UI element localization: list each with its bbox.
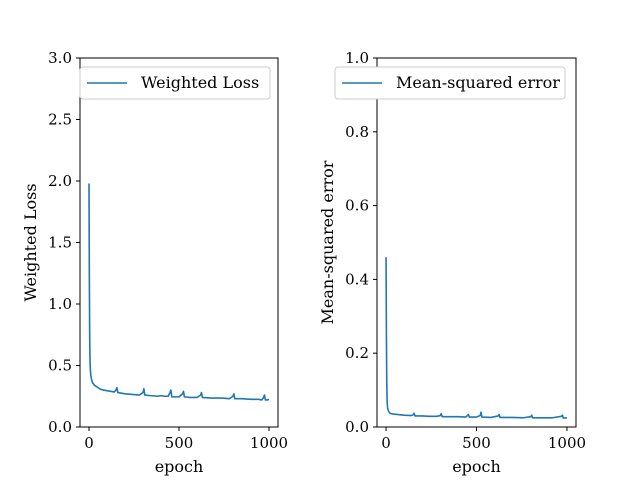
y-tick-label: 0.0 — [48, 418, 72, 436]
legend-box — [334, 66, 566, 100]
x-tick-label: 500 — [165, 434, 194, 452]
series-line — [385, 257, 568, 419]
legend: Weighted Loss — [79, 66, 271, 100]
x-tick-label: 0 — [84, 434, 94, 452]
legend-label: Mean-squared error — [396, 73, 560, 92]
y-axis-label: Weighted Loss — [21, 183, 40, 301]
x-tick-label: 1000 — [250, 434, 288, 452]
legend: Mean-squared error — [334, 66, 566, 100]
legend-label: Weighted Loss — [141, 73, 259, 92]
y-tick-label: 0.6 — [345, 197, 369, 215]
x-tick-label: 1000 — [548, 434, 586, 452]
y-axis-label: Mean-squared error — [318, 160, 337, 324]
y-tick-label: 0.5 — [48, 357, 72, 375]
x-axis-label: epoch — [452, 457, 501, 476]
series-line — [88, 183, 270, 401]
y-tick-label: 2.5 — [48, 111, 72, 129]
y-tick-label: 3.0 — [48, 49, 72, 67]
plot-frame — [79, 57, 279, 428]
legend-box — [79, 66, 271, 100]
y-tick-label: 2.0 — [48, 172, 72, 190]
y-tick-label: 0.8 — [345, 123, 369, 141]
x-axis-label: epoch — [155, 457, 204, 476]
x-tick-label: 0 — [381, 434, 391, 452]
y-tick-label: 0.2 — [345, 344, 369, 362]
y-tick-label: 1.5 — [48, 234, 72, 252]
y-tick-label: 1.0 — [345, 49, 369, 67]
x-tick-label: 500 — [462, 434, 491, 452]
y-tick-label: 0.4 — [345, 270, 369, 288]
y-tick-label: 1.0 — [48, 295, 72, 313]
plot-frame — [376, 57, 577, 428]
y-tick-label: 0.0 — [345, 418, 369, 436]
right-chart-panel: 0 500 1000 0.0 0.2 0.4 0.6 0.8 1.0 epoch Mean-squa… — [318, 49, 586, 476]
left-chart-panel: 0 500 1000 0.0 0.5 1.0 1.5 2.0 2.5 3.0 epoch Weight… — [21, 49, 288, 476]
